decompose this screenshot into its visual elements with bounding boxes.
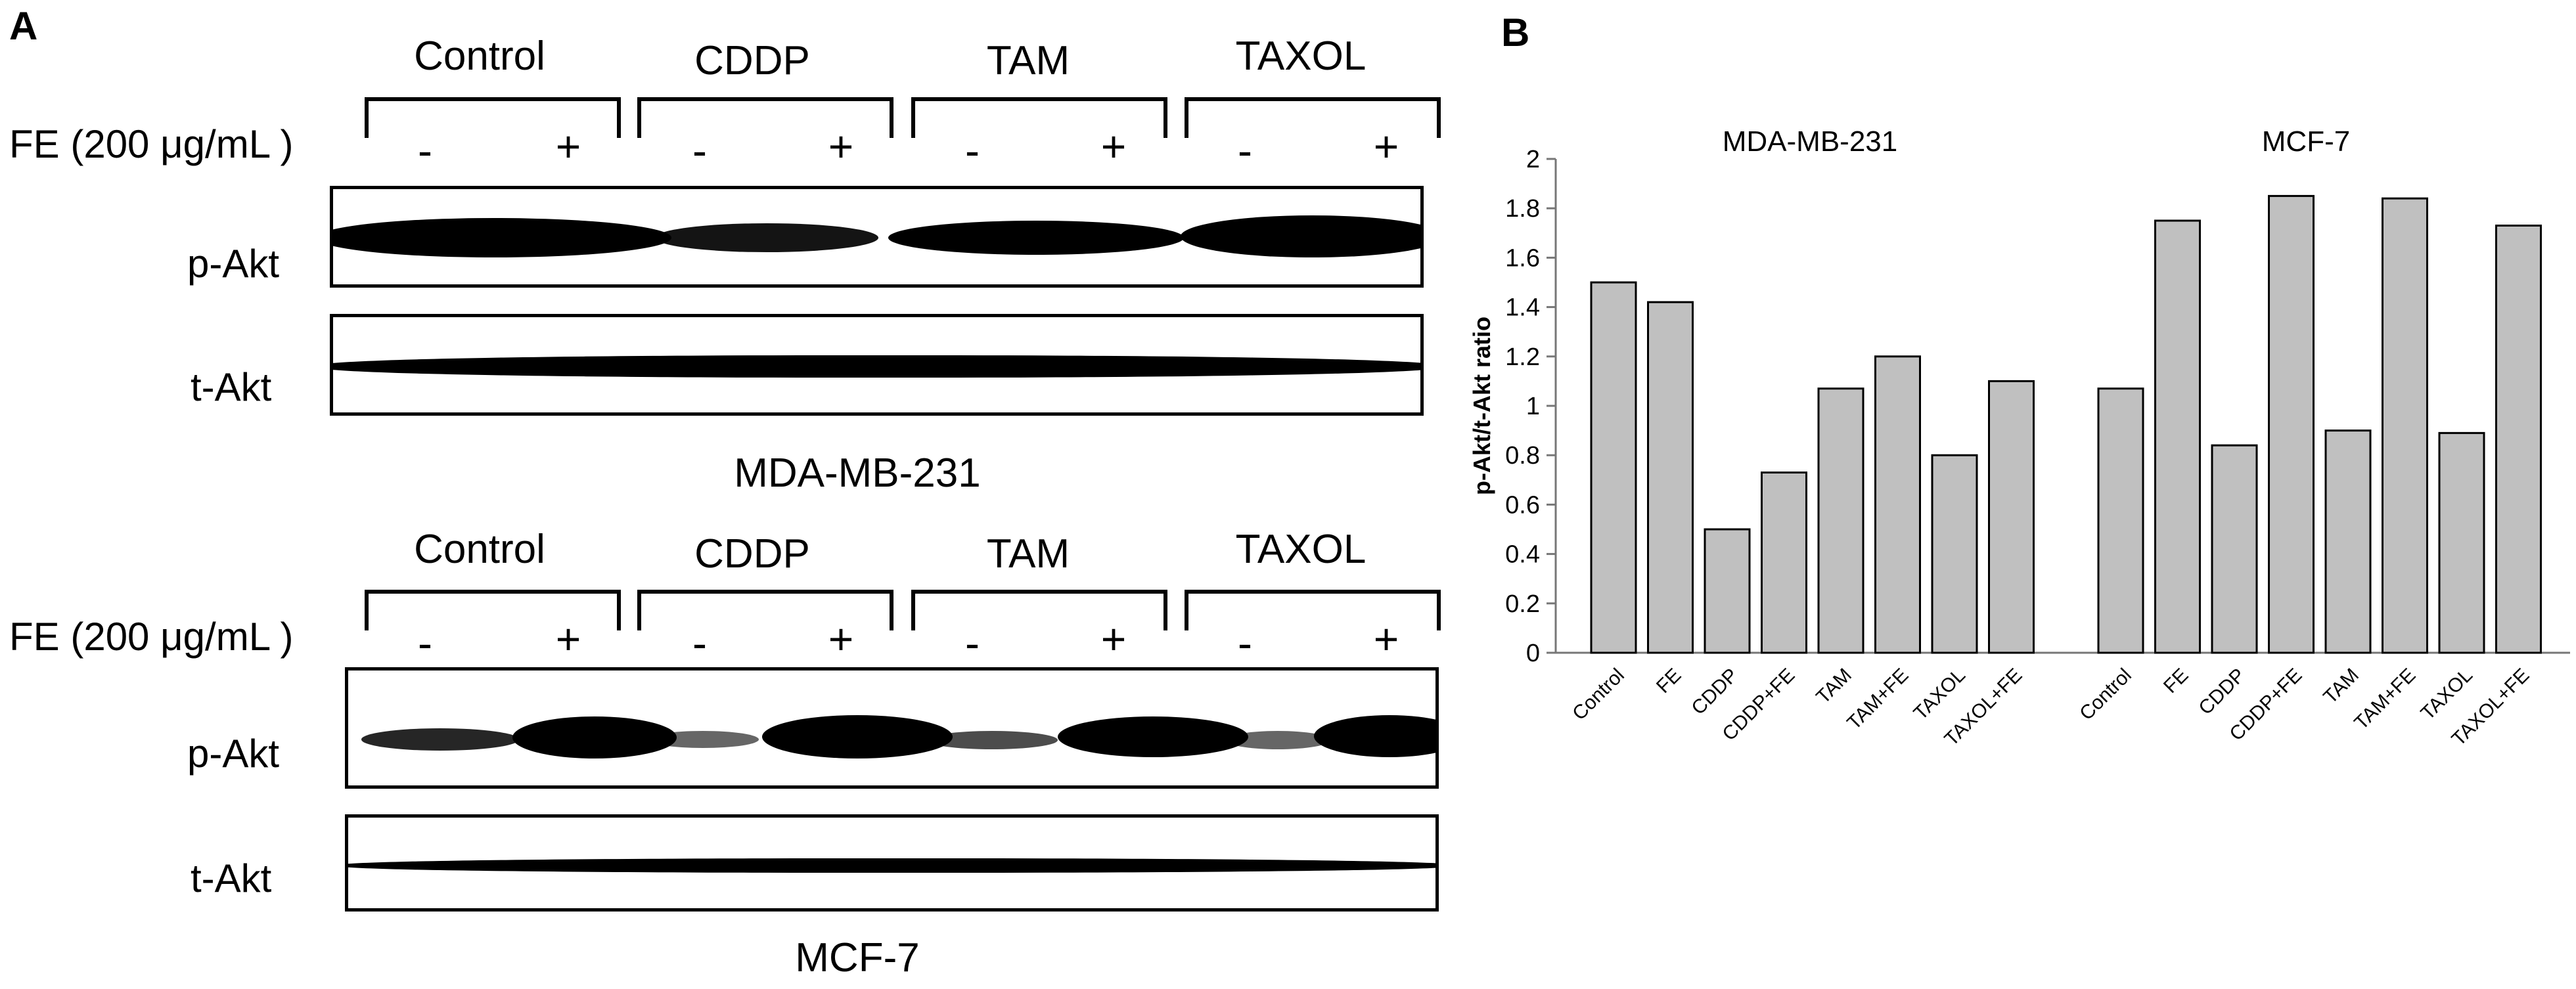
bracket-taxol [1185, 590, 1441, 630]
bar [1761, 472, 1807, 654]
group-title: MCF-7 [2262, 125, 2350, 158]
x-tick-label: Control [2075, 665, 2136, 725]
blot-t-akt-mda [330, 314, 1424, 416]
bracket-cddp [637, 590, 893, 630]
x-tick-label: TAM+FE [2350, 665, 2420, 734]
sign-label: - [1238, 126, 1252, 175]
sign-label: + [828, 122, 854, 171]
sign-label: - [692, 619, 707, 667]
sign-label: - [965, 126, 980, 175]
bar [2324, 429, 2372, 654]
bracket-tam [911, 590, 1167, 630]
bar [1874, 355, 1921, 654]
sign-label: + [1373, 122, 1399, 171]
bar [2438, 431, 2485, 654]
panel-b-label: B [1501, 11, 1530, 55]
group-title: MDA-MB-231 [1723, 125, 1898, 158]
row-label-p-akt: p-Akt [187, 732, 280, 776]
x-tick-label: TAM [1812, 665, 1856, 709]
row-label-t-akt: t-Akt [191, 856, 272, 900]
panel-a-label: A [9, 4, 38, 48]
group-label-tam: TAM [986, 38, 1070, 83]
sign-label: + [1373, 615, 1399, 663]
x-tick-label: TAM+FE [1843, 665, 1912, 734]
y-tick-label: 1 [1526, 393, 1540, 420]
sign-label: + [555, 122, 581, 171]
bracket-cddp [637, 97, 893, 138]
x-tick-label: CDDP [1688, 665, 1742, 719]
row-label-p-akt: p-Akt [187, 242, 280, 286]
y-tick-label: 1.8 [1505, 195, 1540, 223]
blot-p-akt-mcf7 [345, 667, 1439, 789]
y-axis-title: p-Akt/t-Akt ratio [1468, 317, 1495, 495]
y-tick-label: 1.2 [1505, 343, 1540, 371]
y-tick-label: 0.8 [1505, 442, 1540, 470]
x-tick-label: Control [1568, 665, 1629, 725]
y-tick-label: 0.4 [1505, 541, 1540, 569]
bracket-control [365, 590, 621, 630]
sign-label: + [1100, 615, 1127, 663]
x-tick-label: FE [2159, 665, 2192, 697]
sign-label: - [418, 126, 432, 175]
sign-label: + [555, 615, 581, 663]
bar [2211, 444, 2258, 654]
bracket-control [365, 97, 621, 138]
bar [2382, 197, 2428, 654]
bar [1647, 301, 1694, 654]
group-label-control: Control [414, 527, 545, 572]
blot-p-akt-mda [330, 186, 1424, 288]
sign-label: - [1238, 619, 1252, 667]
sign-label: - [692, 126, 707, 175]
group-label-cddp: CDDP [694, 38, 810, 83]
y-tick-label: 2 [1526, 146, 1540, 173]
bar [2154, 219, 2201, 654]
group-label-taxol: TAXOL [1235, 33, 1367, 79]
cell-line-label-mda: MDA-MB-231 [734, 451, 981, 496]
bar [1704, 528, 1751, 654]
sign-label: - [418, 619, 432, 667]
row-label-t-akt: t-Akt [191, 365, 272, 409]
bracket-tam [911, 97, 1167, 138]
fe-dose-label: FE (200 μg/mL ) [9, 122, 294, 166]
y-tick-label: 1.6 [1505, 244, 1540, 272]
x-tick-label: FE [1652, 665, 1685, 697]
bar [2268, 194, 2315, 654]
bar [1988, 380, 2035, 654]
bracket-taxol [1185, 97, 1441, 138]
bar [2097, 387, 2144, 654]
x-tick-label: CDDP [2195, 665, 2249, 719]
y-tick-label: 0 [1526, 640, 1540, 667]
group-label-cddp: CDDP [694, 531, 810, 577]
sign-label: - [965, 619, 980, 667]
y-tick-label: 0.2 [1505, 590, 1540, 618]
bar [1931, 454, 1978, 654]
sign-label: + [828, 615, 854, 663]
group-label-tam: TAM [986, 531, 1070, 577]
y-tick-label: 0.6 [1505, 491, 1540, 519]
fe-dose-label: FE (200 μg/mL ) [9, 615, 294, 659]
bar [1817, 387, 1864, 654]
group-label-control: Control [414, 33, 545, 79]
sign-label: + [1100, 122, 1127, 171]
group-label-taxol: TAXOL [1235, 527, 1367, 572]
bar [2495, 225, 2542, 654]
y-tick-label: 1.4 [1505, 294, 1540, 322]
bar [1590, 281, 1637, 654]
cell-line-label-mcf7: MCF-7 [795, 935, 920, 980]
blot-t-akt-mcf7 [345, 814, 1439, 912]
x-tick-label: TAM [2319, 665, 2363, 709]
